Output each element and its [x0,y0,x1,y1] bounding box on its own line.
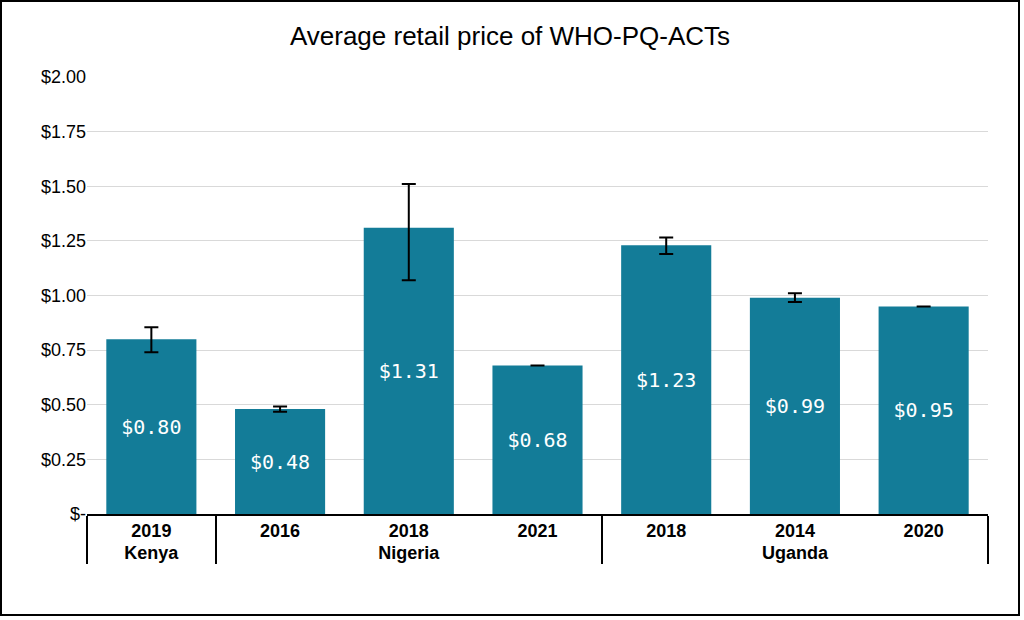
svg-text:2021: 2021 [517,521,557,541]
svg-text:$1.00: $1.00 [41,286,86,306]
svg-text:$0.99: $0.99 [765,394,825,418]
svg-text:$1.75: $1.75 [41,122,86,142]
svg-text:2019: 2019 [131,521,171,541]
svg-text:$1.23: $1.23 [636,368,696,392]
svg-text:$0.75: $0.75 [41,340,86,360]
svg-text:$0.95: $0.95 [894,398,954,422]
svg-text:2016: 2016 [260,521,300,541]
svg-text:Kenya: Kenya [124,543,179,563]
svg-text:$0.48: $0.48 [250,450,310,474]
svg-text:$0.25: $0.25 [41,450,86,470]
svg-text:$1.50: $1.50 [41,177,86,197]
svg-text:Uganda: Uganda [762,543,829,563]
svg-text:$0.68: $0.68 [507,428,567,452]
svg-text:$0.50: $0.50 [41,395,86,415]
svg-text:2018: 2018 [646,521,686,541]
svg-text:$1.31: $1.31 [379,359,439,383]
svg-text:Average retail price of WHO-PQ: Average retail price of WHO-PQ-ACTs [290,21,730,51]
svg-text:2014: 2014 [775,521,815,541]
svg-text:2018: 2018 [389,521,429,541]
svg-text:$-: $- [70,504,86,524]
svg-text:$0.80: $0.80 [121,415,181,439]
svg-text:Nigeria: Nigeria [378,543,440,563]
svg-text:2020: 2020 [904,521,944,541]
svg-text:$1.25: $1.25 [41,231,86,251]
svg-text:$2.00: $2.00 [41,67,86,87]
